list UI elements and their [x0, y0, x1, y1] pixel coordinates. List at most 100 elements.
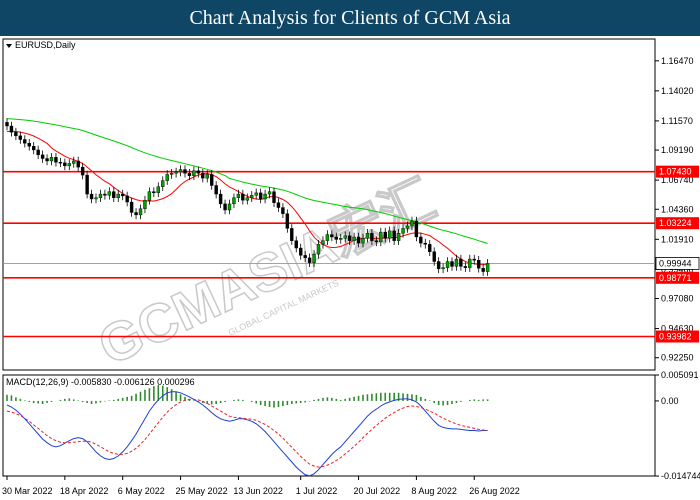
- candle-body[interactable]: [436, 261, 441, 270]
- candle-body[interactable]: [365, 233, 370, 239]
- candle-body[interactable]: [147, 191, 152, 201]
- candle-body[interactable]: [187, 173, 192, 176]
- candle-body[interactable]: [27, 143, 31, 147]
- candle-body[interactable]: [254, 192, 258, 196]
- candle-body[interactable]: [423, 242, 427, 245]
- candle-body[interactable]: [49, 157, 54, 162]
- candle-body[interactable]: [134, 212, 138, 216]
- candle-body[interactable]: [192, 170, 196, 176]
- candle-body[interactable]: [98, 193, 103, 198]
- candle-body[interactable]: [209, 174, 214, 186]
- candle-body[interactable]: [370, 233, 374, 241]
- candle-body[interactable]: [5, 122, 9, 127]
- candle-body[interactable]: [463, 266, 468, 268]
- candle-body[interactable]: [361, 238, 365, 244]
- candle-body[interactable]: [201, 173, 205, 179]
- candle-body[interactable]: [472, 258, 476, 261]
- candle-body[interactable]: [339, 238, 343, 240]
- candle-body[interactable]: [312, 253, 316, 263]
- candle-body[interactable]: [107, 191, 112, 196]
- candle-body[interactable]: [485, 263, 490, 272]
- candle-body[interactable]: [299, 247, 303, 256]
- candle-body[interactable]: [410, 220, 414, 227]
- candle-body[interactable]: [161, 180, 165, 187]
- candle-body[interactable]: [120, 193, 125, 197]
- candle-body[interactable]: [169, 173, 174, 175]
- candle-body[interactable]: [116, 193, 120, 198]
- candle-body[interactable]: [80, 166, 85, 176]
- candle-body[interactable]: [250, 195, 254, 198]
- candle-body[interactable]: [45, 158, 49, 162]
- candle-body[interactable]: [138, 208, 143, 216]
- candle-body[interactable]: [76, 160, 80, 168]
- candle-body[interactable]: [325, 234, 330, 241]
- candle-body[interactable]: [205, 174, 209, 179]
- candle-body[interactable]: [285, 213, 290, 229]
- candle-body[interactable]: [388, 230, 392, 239]
- candle-body[interactable]: [232, 197, 236, 205]
- candle-body[interactable]: [58, 162, 63, 164]
- candle-body[interactable]: [143, 200, 147, 209]
- candle-body[interactable]: [178, 169, 183, 173]
- candle-body[interactable]: [223, 203, 227, 211]
- candle-body[interactable]: [445, 261, 450, 268]
- candle-body[interactable]: [330, 234, 334, 238]
- candle-body[interactable]: [316, 244, 321, 255]
- candle-body[interactable]: [54, 157, 58, 163]
- candle-body[interactable]: [343, 235, 347, 239]
- candle-body[interactable]: [72, 160, 76, 164]
- candle-body[interactable]: [347, 235, 352, 241]
- candle-body[interactable]: [383, 231, 387, 239]
- candle-body[interactable]: [405, 225, 410, 229]
- candle-body[interactable]: [89, 193, 94, 200]
- candle-body[interactable]: [245, 197, 250, 201]
- candle-body[interactable]: [236, 193, 241, 198]
- candle-body[interactable]: [281, 207, 285, 214]
- candle-body[interactable]: [428, 244, 432, 252]
- candle-body[interactable]: [290, 228, 294, 241]
- macd-pane[interactable]: [2, 374, 656, 477]
- candle-body[interactable]: [276, 202, 281, 208]
- candle-body[interactable]: [459, 258, 463, 267]
- candle-body[interactable]: [307, 257, 312, 263]
- candle-body[interactable]: [414, 220, 419, 238]
- candle-body[interactable]: [454, 258, 459, 267]
- dropdown-triangle-icon[interactable]: [6, 44, 12, 48]
- candle-body[interactable]: [32, 146, 36, 151]
- candle-body[interactable]: [196, 170, 201, 174]
- candle-body[interactable]: [294, 240, 298, 249]
- candle-body[interactable]: [63, 162, 67, 167]
- candle-body[interactable]: [241, 193, 245, 201]
- candle-body[interactable]: [129, 201, 134, 213]
- price-pane[interactable]: [2, 38, 656, 371]
- candle-body[interactable]: [477, 260, 481, 269]
- candle-body[interactable]: [450, 261, 454, 267]
- candle-body[interactable]: [392, 230, 396, 241]
- candle-body[interactable]: [441, 267, 445, 270]
- candle-body[interactable]: [481, 268, 485, 272]
- candle-body[interactable]: [468, 258, 472, 268]
- candle-body[interactable]: [334, 236, 338, 240]
- candle-body[interactable]: [183, 169, 187, 174]
- candle-body[interactable]: [227, 203, 232, 211]
- candle-body[interactable]: [85, 174, 89, 195]
- candle-body[interactable]: [321, 240, 325, 245]
- candle-body[interactable]: [272, 191, 276, 203]
- candle-body[interactable]: [401, 228, 405, 234]
- candle-body[interactable]: [156, 186, 161, 194]
- candle-body[interactable]: [379, 231, 383, 243]
- candle-body[interactable]: [263, 193, 267, 200]
- candle-body[interactable]: [356, 236, 361, 244]
- candle-body[interactable]: [14, 131, 18, 137]
- candle-body[interactable]: [40, 154, 45, 159]
- candle-body[interactable]: [174, 171, 178, 174]
- candle-body[interactable]: [419, 236, 423, 244]
- candle-body[interactable]: [9, 125, 14, 133]
- candle-body[interactable]: [103, 193, 107, 196]
- candle-body[interactable]: [396, 233, 401, 241]
- candle-body[interactable]: [303, 255, 307, 259]
- candle-body[interactable]: [218, 193, 223, 205]
- candle-body[interactable]: [214, 185, 218, 195]
- candle-body[interactable]: [112, 191, 116, 198]
